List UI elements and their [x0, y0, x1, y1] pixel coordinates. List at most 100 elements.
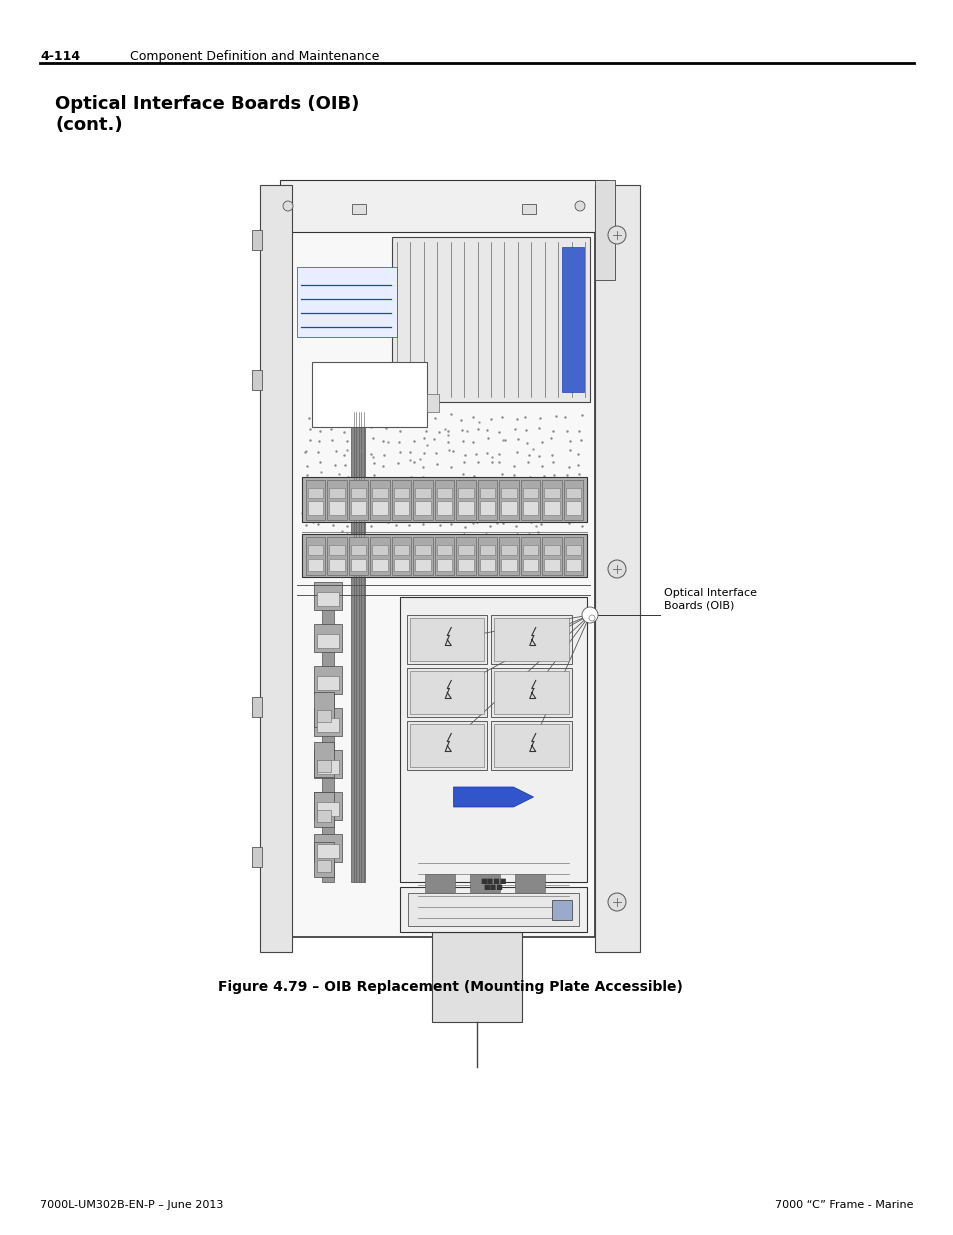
- Bar: [498, 480, 518, 520]
- Bar: [372, 545, 388, 555]
- Bar: [314, 792, 334, 827]
- Bar: [252, 370, 262, 390]
- Bar: [316, 810, 331, 823]
- Bar: [424, 874, 455, 892]
- Bar: [543, 545, 559, 555]
- Bar: [415, 545, 431, 555]
- Bar: [352, 204, 366, 214]
- Bar: [565, 545, 580, 555]
- Bar: [436, 501, 452, 515]
- Bar: [565, 488, 580, 498]
- Bar: [316, 710, 331, 722]
- Bar: [479, 501, 495, 515]
- Bar: [415, 559, 431, 571]
- Bar: [595, 180, 615, 280]
- Circle shape: [581, 606, 598, 622]
- Bar: [457, 501, 474, 515]
- Bar: [415, 488, 431, 498]
- Bar: [322, 592, 334, 882]
- Circle shape: [588, 615, 595, 621]
- Bar: [329, 488, 345, 498]
- Bar: [252, 847, 262, 867]
- Bar: [563, 537, 582, 576]
- Bar: [491, 615, 572, 664]
- Bar: [394, 545, 409, 555]
- Bar: [314, 750, 341, 778]
- Bar: [260, 185, 292, 952]
- Bar: [457, 545, 474, 555]
- Bar: [292, 232, 595, 937]
- Bar: [479, 488, 495, 498]
- Bar: [410, 671, 484, 714]
- Bar: [522, 488, 537, 498]
- Bar: [407, 721, 487, 769]
- Bar: [543, 559, 559, 571]
- Bar: [351, 501, 366, 515]
- Bar: [314, 708, 341, 736]
- Text: ■■■■
■■■: ■■■■ ■■■: [479, 878, 506, 890]
- Bar: [314, 842, 334, 877]
- Bar: [427, 394, 438, 412]
- Bar: [349, 480, 368, 520]
- Bar: [308, 501, 323, 515]
- Bar: [436, 545, 452, 555]
- Bar: [500, 501, 517, 515]
- Text: 7000 “C” Frame - Marine: 7000 “C” Frame - Marine: [775, 1200, 913, 1210]
- Circle shape: [607, 559, 625, 578]
- Bar: [543, 488, 559, 498]
- Bar: [415, 501, 431, 515]
- Bar: [308, 488, 323, 498]
- Bar: [302, 477, 586, 522]
- Bar: [306, 537, 325, 576]
- Bar: [302, 534, 586, 577]
- Bar: [500, 559, 517, 571]
- Bar: [491, 721, 572, 769]
- Bar: [329, 545, 345, 555]
- Bar: [494, 671, 568, 714]
- Bar: [372, 559, 388, 571]
- Bar: [436, 488, 452, 498]
- Bar: [521, 204, 536, 214]
- Bar: [314, 742, 334, 777]
- Bar: [477, 537, 497, 576]
- Polygon shape: [453, 787, 533, 806]
- Bar: [372, 501, 388, 515]
- Bar: [500, 545, 517, 555]
- Circle shape: [607, 226, 625, 245]
- Bar: [312, 362, 427, 427]
- Bar: [351, 412, 365, 882]
- Text: Optical Interface
Boards (OIB): Optical Interface Boards (OIB): [663, 588, 757, 610]
- Bar: [494, 724, 568, 767]
- Bar: [520, 480, 539, 520]
- Bar: [491, 668, 572, 718]
- Bar: [399, 597, 586, 882]
- Bar: [394, 488, 409, 498]
- Bar: [408, 893, 578, 926]
- Bar: [314, 624, 341, 652]
- Bar: [407, 668, 487, 718]
- Bar: [316, 718, 338, 732]
- Text: 7000L-UM302B-EN-P – June 2013: 7000L-UM302B-EN-P – June 2013: [40, 1200, 223, 1210]
- Bar: [329, 501, 345, 515]
- Text: Figure 4.79 – OIB Replacement (Mounting Plate Accessible): Figure 4.79 – OIB Replacement (Mounting …: [217, 981, 681, 994]
- Bar: [435, 480, 454, 520]
- Bar: [522, 501, 537, 515]
- Text: Component Definition and Maintenance: Component Definition and Maintenance: [130, 49, 379, 63]
- Bar: [308, 559, 323, 571]
- Bar: [370, 537, 390, 576]
- Bar: [314, 792, 341, 820]
- Bar: [479, 545, 495, 555]
- Bar: [595, 185, 639, 952]
- Bar: [456, 537, 476, 576]
- Bar: [394, 501, 409, 515]
- Bar: [314, 666, 341, 694]
- Circle shape: [283, 201, 293, 211]
- Bar: [314, 834, 341, 862]
- Bar: [522, 559, 537, 571]
- Bar: [520, 537, 539, 576]
- Bar: [316, 844, 338, 858]
- Bar: [399, 887, 586, 932]
- Text: Optical Interface Boards (OIB): Optical Interface Boards (OIB): [55, 95, 359, 112]
- Bar: [515, 874, 544, 892]
- Bar: [252, 697, 262, 718]
